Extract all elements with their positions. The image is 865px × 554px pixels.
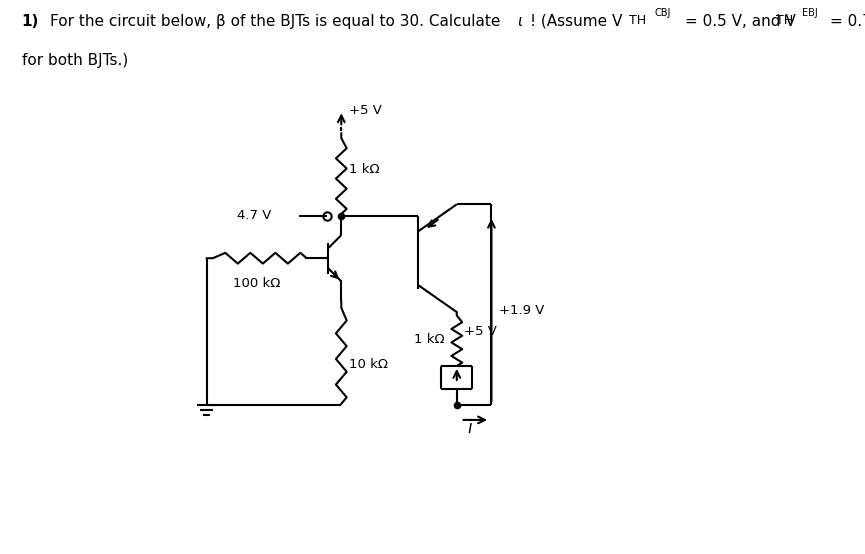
Text: $i$: $i$ <box>467 419 474 437</box>
Text: 1): 1) <box>22 14 39 29</box>
Text: +5 V: +5 V <box>349 104 381 117</box>
Text: For the circuit below, β of the BJTs is equal to 30. Calculate: For the circuit below, β of the BJTs is … <box>50 14 505 29</box>
Text: for both BJTs.): for both BJTs.) <box>22 53 128 68</box>
Text: ι: ι <box>517 14 522 29</box>
Text: 4.7 V: 4.7 V <box>237 209 272 222</box>
Text: 10 kΩ: 10 kΩ <box>349 357 388 371</box>
Text: TH: TH <box>776 14 793 27</box>
Text: 100 kΩ: 100 kΩ <box>233 276 280 290</box>
Text: CBJ: CBJ <box>655 8 671 18</box>
Text: +1.9 V: +1.9 V <box>499 304 544 317</box>
Text: EBJ: EBJ <box>802 8 817 18</box>
Text: = 0.5 V, and V: = 0.5 V, and V <box>685 14 796 29</box>
Text: = 0.7 V: = 0.7 V <box>830 14 865 29</box>
Text: TH: TH <box>629 14 646 27</box>
Text: 1 kΩ: 1 kΩ <box>414 332 445 346</box>
Text: 1 kΩ: 1 kΩ <box>349 163 380 176</box>
Text: +5 V: +5 V <box>465 325 497 338</box>
Text: ! (Assume V: ! (Assume V <box>530 14 623 29</box>
